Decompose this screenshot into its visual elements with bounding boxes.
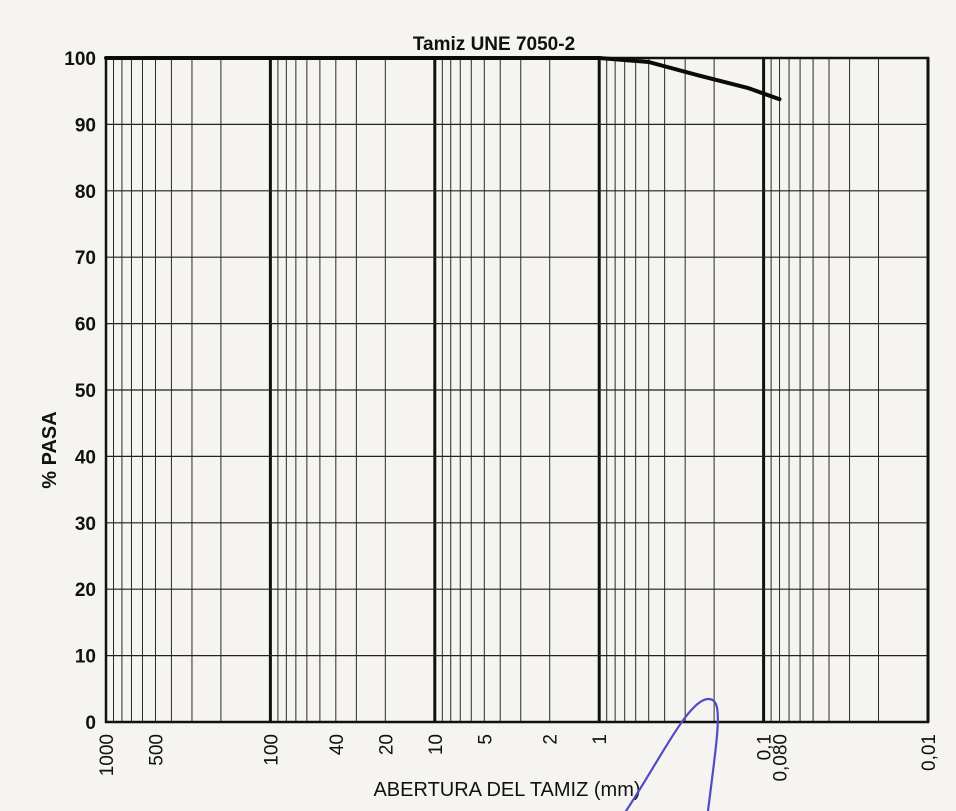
y-tick-label: 30 — [75, 514, 96, 535]
handwritten-pen-mark — [624, 697, 719, 811]
x-tick-label: 5 — [475, 734, 496, 745]
x-tick-label: 0,01 — [919, 734, 940, 771]
data-point — [696, 73, 700, 77]
chart-title: Tamiz UNE 7050-2 — [413, 34, 575, 55]
x-axis-label: ABERTURA DEL TAMIZ (mm) — [373, 779, 640, 801]
data-point — [433, 56, 437, 60]
data-point — [746, 86, 750, 90]
curve-layer — [104, 56, 782, 102]
y-tick-label: 50 — [75, 381, 96, 402]
y-tick-label: 100 — [64, 49, 96, 70]
x-tick-label: 0,080 — [771, 734, 792, 782]
grid-lines — [106, 57, 930, 723]
y-tick-label: 60 — [75, 315, 96, 336]
data-point — [383, 56, 387, 60]
x-tick-label: 40 — [327, 734, 348, 755]
y-tick-label: 90 — [75, 115, 96, 136]
y-tick-label: 40 — [75, 447, 96, 468]
x-tick-label: 500 — [146, 734, 167, 766]
x-tick-label: 20 — [376, 734, 397, 755]
x-tick-label: 100 — [261, 734, 282, 766]
y-tick-labels: 0 10 20 30 40 50 60 70 80 90 100 — [64, 49, 96, 734]
y-tick-label: 0 — [85, 713, 96, 734]
y-tick-label: 70 — [75, 248, 96, 269]
data-point — [334, 56, 338, 60]
x-tick-label: 0,1 — [755, 734, 776, 760]
x-tick-label: 1000 — [97, 734, 118, 776]
x-tick-label: 10 — [426, 734, 447, 755]
data-point — [482, 56, 486, 60]
y-tick-label: 20 — [75, 580, 96, 601]
x-tick-label: 1 — [590, 734, 611, 745]
data-point — [104, 56, 108, 60]
data-point — [597, 56, 601, 60]
x-tick-label: 2 — [541, 734, 562, 745]
data-point — [647, 60, 651, 64]
x-tick-labels: 1000 500 100 40 20 10 5 2 1 0,10,080 0,01 — [97, 734, 940, 782]
y-tick-label: 10 — [75, 647, 96, 668]
y-tick-label: 80 — [75, 182, 96, 203]
data-point — [548, 56, 552, 60]
data-point — [777, 97, 782, 101]
y-axis-label: % PASA — [39, 411, 61, 488]
